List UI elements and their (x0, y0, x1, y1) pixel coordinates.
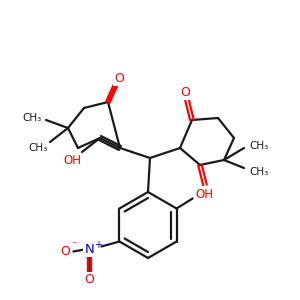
Text: OH: OH (196, 188, 214, 201)
Text: CH₃: CH₃ (249, 167, 268, 177)
Text: OH: OH (63, 154, 81, 166)
Text: CH₃: CH₃ (22, 113, 42, 123)
Text: O: O (85, 273, 94, 286)
Text: +: + (94, 239, 102, 250)
Text: CH₃: CH₃ (28, 143, 48, 153)
Text: N: N (85, 243, 94, 256)
Text: O: O (61, 245, 70, 258)
Text: O: O (202, 187, 212, 200)
Text: CH₃: CH₃ (249, 141, 268, 151)
Text: ⁻: ⁻ (71, 241, 77, 250)
Text: O: O (180, 85, 190, 98)
Text: O: O (114, 71, 124, 85)
